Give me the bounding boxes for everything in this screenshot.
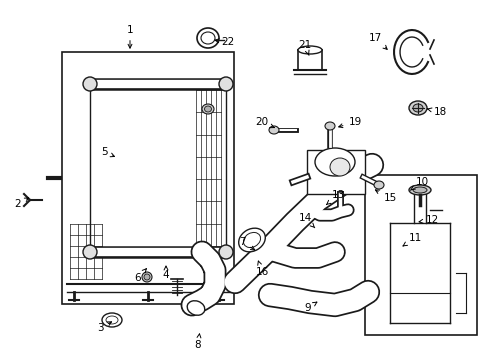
Text: 20: 20: [255, 117, 274, 128]
Ellipse shape: [143, 274, 150, 280]
Text: 9: 9: [304, 302, 316, 313]
Text: 5: 5: [101, 147, 114, 157]
Ellipse shape: [102, 313, 122, 327]
Ellipse shape: [106, 316, 118, 324]
Ellipse shape: [329, 158, 349, 176]
Text: 16: 16: [255, 261, 268, 277]
Text: 6: 6: [134, 269, 146, 283]
Ellipse shape: [219, 77, 232, 91]
Text: 10: 10: [409, 177, 427, 190]
Ellipse shape: [219, 245, 232, 259]
Text: 13: 13: [326, 190, 344, 204]
Text: 22: 22: [215, 37, 234, 47]
Ellipse shape: [408, 185, 430, 195]
Text: 8: 8: [194, 334, 201, 350]
Ellipse shape: [412, 187, 426, 193]
Text: 15: 15: [375, 190, 396, 203]
Bar: [364, 175, 476, 335]
Text: 21: 21: [298, 40, 311, 55]
Ellipse shape: [373, 181, 383, 189]
Ellipse shape: [408, 101, 426, 115]
Bar: [62, 52, 234, 304]
Ellipse shape: [83, 77, 97, 91]
Ellipse shape: [297, 46, 321, 54]
Ellipse shape: [204, 106, 211, 112]
Text: 3: 3: [97, 322, 111, 333]
Ellipse shape: [238, 228, 265, 252]
Ellipse shape: [197, 28, 219, 48]
Ellipse shape: [83, 245, 97, 259]
Text: 17: 17: [367, 33, 386, 49]
Text: 14: 14: [298, 213, 314, 228]
Ellipse shape: [202, 104, 214, 114]
Ellipse shape: [187, 301, 204, 315]
Text: 12: 12: [418, 215, 438, 225]
Text: 4: 4: [163, 266, 169, 280]
Text: 7: 7: [238, 237, 254, 250]
Ellipse shape: [412, 104, 422, 112]
Ellipse shape: [201, 32, 215, 44]
Ellipse shape: [142, 272, 152, 282]
Bar: [306, 150, 364, 194]
Text: 19: 19: [338, 117, 361, 128]
Ellipse shape: [325, 122, 334, 130]
Text: 11: 11: [402, 233, 421, 246]
Text: 18: 18: [427, 107, 446, 117]
Ellipse shape: [314, 148, 354, 176]
Ellipse shape: [268, 126, 279, 134]
Text: 2: 2: [15, 198, 29, 209]
Ellipse shape: [243, 233, 260, 248]
Text: 1: 1: [126, 25, 133, 48]
